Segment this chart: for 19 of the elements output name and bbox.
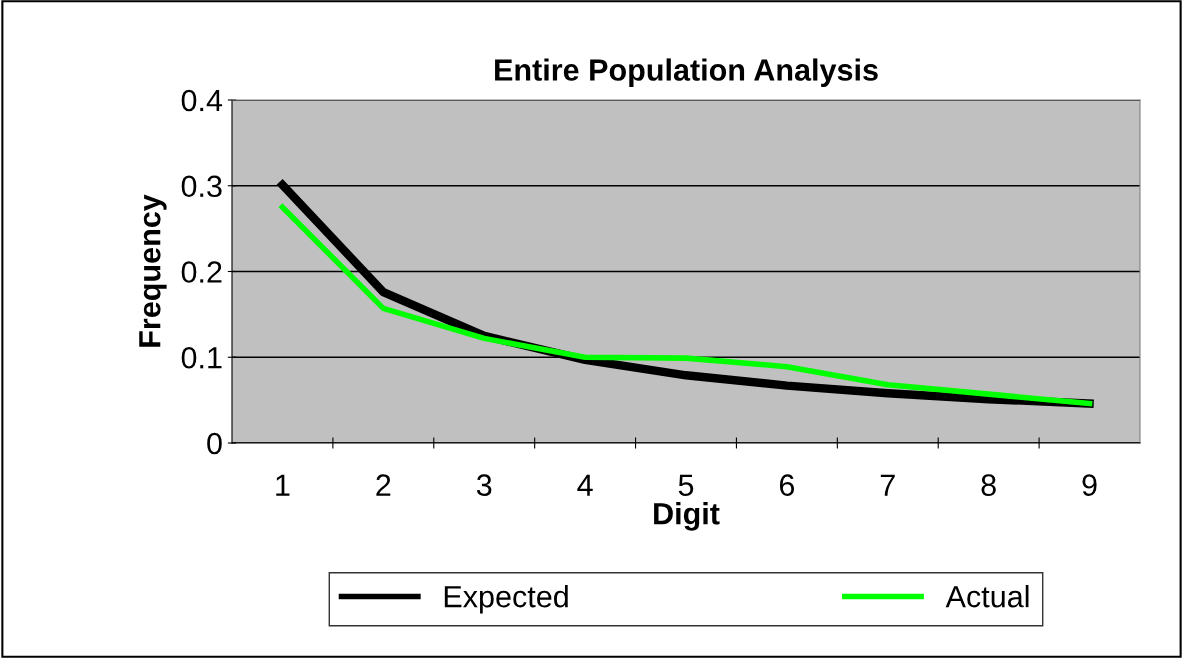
legend-label: Expected (444, 585, 568, 614)
x-tick-label: 3 (476, 474, 492, 496)
x-tick-label: 9 (1082, 474, 1097, 496)
x-tick-label: 2 (376, 474, 391, 496)
y-axis-title: Frequency (139, 194, 167, 347)
x-tick-label: 8 (981, 474, 996, 496)
chart-title: Entire Population Analysis (495, 58, 878, 87)
y-tick-label: 0.3 (181, 175, 222, 198)
x-tick-label: 6 (779, 474, 795, 496)
x-tick-label: 1 (276, 474, 290, 496)
y-tick-label: 0.2 (181, 261, 222, 283)
x-axis-title: Digit (654, 502, 720, 531)
x-tick-label: 5 (678, 474, 694, 496)
legend-label: Actual (945, 585, 1029, 608)
y-tick-label: 0.4 (181, 89, 223, 112)
x-tick-label: 4 (577, 474, 593, 496)
x-tick-label: 7 (880, 474, 895, 496)
y-tick-label: 0 (207, 432, 222, 455)
y-tick-label: 0.1 (181, 346, 222, 369)
